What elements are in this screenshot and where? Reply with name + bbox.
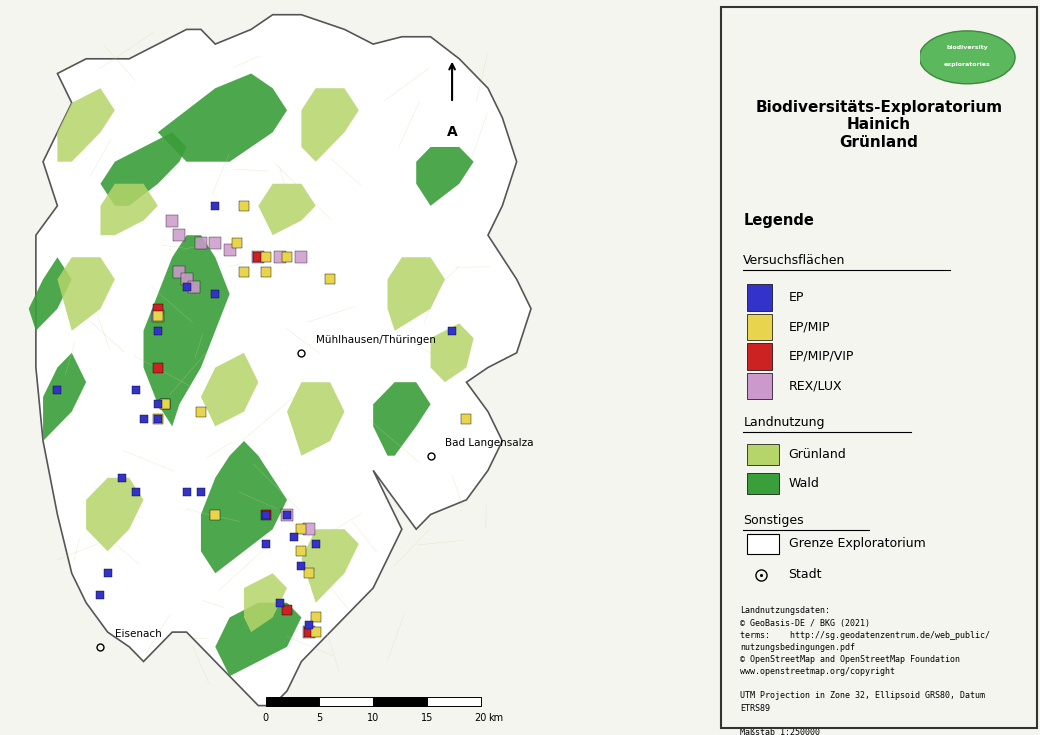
Polygon shape <box>244 573 287 632</box>
Text: 0: 0 <box>262 713 268 723</box>
Text: Stadt: Stadt <box>788 568 822 581</box>
Polygon shape <box>201 441 287 573</box>
Text: 20: 20 <box>474 713 487 723</box>
Bar <box>747 284 773 311</box>
Polygon shape <box>57 257 114 331</box>
Text: EP: EP <box>788 291 804 304</box>
Text: Biodiversitäts-Exploratorium
Hainich
Grünland: Biodiversitäts-Exploratorium Hainich Grü… <box>755 100 1003 150</box>
Bar <box>427 697 480 706</box>
Polygon shape <box>101 132 186 206</box>
Text: biodiversity: biodiversity <box>946 46 988 50</box>
Polygon shape <box>101 184 158 235</box>
Polygon shape <box>43 353 86 441</box>
Bar <box>747 444 779 465</box>
Polygon shape <box>201 353 258 426</box>
Polygon shape <box>215 603 302 676</box>
Polygon shape <box>29 257 72 331</box>
Text: Mühlhausen/Thüringen: Mühlhausen/Thüringen <box>316 335 436 345</box>
Text: Grünland: Grünland <box>788 448 847 461</box>
Text: Grenze Exploratorium: Grenze Exploratorium <box>788 537 926 551</box>
Polygon shape <box>302 88 359 162</box>
Bar <box>319 697 373 706</box>
Text: EP/MIP: EP/MIP <box>788 320 830 334</box>
Polygon shape <box>86 478 144 551</box>
Polygon shape <box>287 382 344 456</box>
Polygon shape <box>373 382 431 456</box>
Polygon shape <box>258 184 316 235</box>
Text: Wald: Wald <box>788 477 820 490</box>
Polygon shape <box>388 257 445 331</box>
Text: Eisenach: Eisenach <box>114 629 161 639</box>
Text: km: km <box>488 713 503 723</box>
Ellipse shape <box>919 31 1015 84</box>
Bar <box>747 343 773 370</box>
Text: 10: 10 <box>367 713 380 723</box>
Text: Landnutzung: Landnutzung <box>744 416 825 429</box>
Polygon shape <box>144 235 230 426</box>
Text: Sonstiges: Sonstiges <box>744 514 804 527</box>
Text: 15: 15 <box>421 713 433 723</box>
Text: exploratories: exploratories <box>944 62 990 67</box>
Bar <box>373 697 427 706</box>
Polygon shape <box>35 15 531 706</box>
Polygon shape <box>416 147 473 206</box>
Text: REX/LUX: REX/LUX <box>788 379 842 392</box>
Bar <box>747 314 773 340</box>
Text: EP/MIP/VIP: EP/MIP/VIP <box>788 350 854 363</box>
Bar <box>747 473 779 494</box>
Polygon shape <box>302 529 359 603</box>
Polygon shape <box>158 74 287 162</box>
Polygon shape <box>431 323 473 382</box>
Bar <box>747 373 773 399</box>
Text: Legende: Legende <box>744 213 814 228</box>
Text: A: A <box>447 125 458 139</box>
Polygon shape <box>57 88 114 162</box>
Bar <box>265 697 319 706</box>
Text: Bad Langensalza: Bad Langensalza <box>445 438 534 448</box>
Bar <box>747 534 779 554</box>
Text: 5: 5 <box>316 713 322 723</box>
Text: Landnutzungsdaten:
© GeoBasis-DE / BKG (2021)
terms:    http://sg.geodatenzentru: Landnutzungsdaten: © GeoBasis-DE / BKG (… <box>740 606 990 735</box>
Text: Versuchsflächen: Versuchsflächen <box>744 254 846 268</box>
